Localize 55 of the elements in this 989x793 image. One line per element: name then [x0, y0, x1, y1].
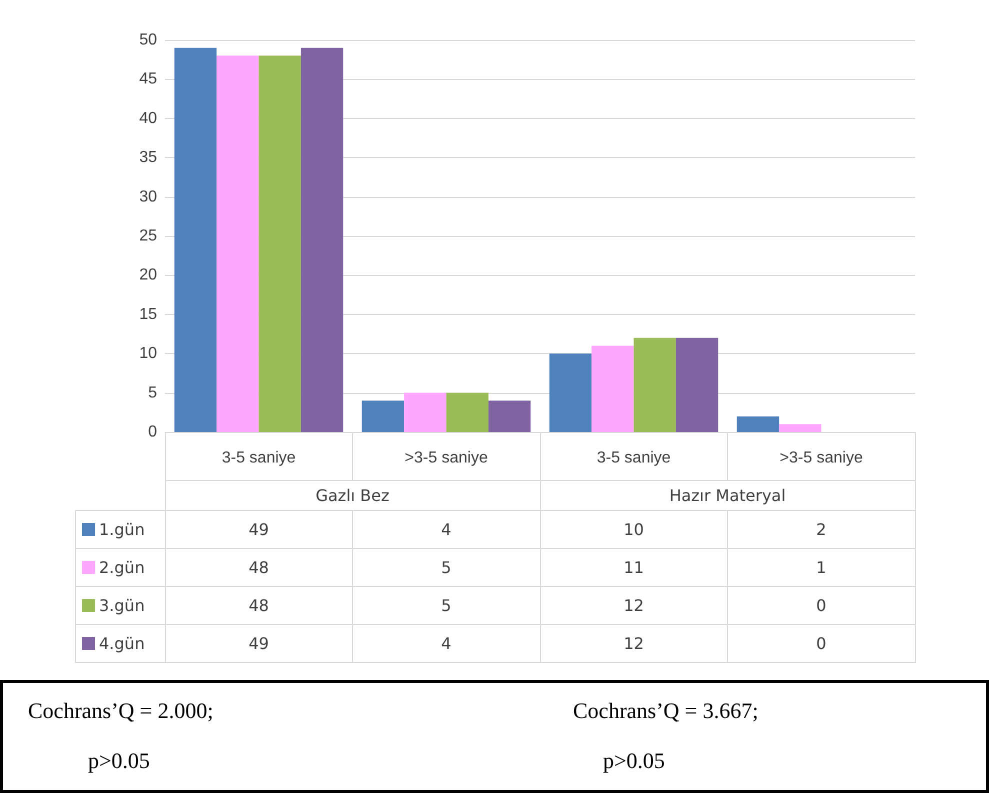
bar	[549, 354, 592, 432]
data-label: 0	[728, 586, 915, 624]
data-label: 5	[352, 548, 540, 586]
text: Hazır Materyal	[540, 480, 915, 510]
y-tick-label: 45	[139, 70, 158, 88]
y-tick-label: 25	[139, 228, 158, 244]
y-tick-label: 20	[139, 266, 158, 284]
legend-label: 2.gün	[76, 548, 165, 586]
data-label: 2	[728, 510, 915, 548]
text: Cochrans’Q = 2.000;	[28, 698, 214, 724]
bar	[258, 56, 301, 432]
bar	[404, 392, 446, 432]
data-label: 12	[540, 624, 728, 662]
data-label: 12	[540, 586, 728, 624]
data-label: 5	[352, 586, 540, 624]
bar	[216, 56, 259, 432]
bar	[592, 346, 634, 432]
data-label: 4	[352, 510, 540, 548]
y-tick-label: 15	[139, 306, 158, 323]
data-label: 1	[728, 548, 915, 586]
data-label: 4	[352, 624, 540, 662]
text: p>0.05	[603, 748, 665, 774]
bar	[446, 392, 488, 432]
y-tick-label: 5	[148, 384, 158, 402]
text: Gazlı Bez	[165, 480, 540, 510]
y-tick-label: 40	[139, 110, 158, 127]
bar	[362, 400, 404, 432]
bar	[174, 48, 217, 432]
y-tick-label: 35	[139, 149, 158, 166]
data-label: 0	[728, 624, 915, 662]
x-tick-label: >3-5 saniye	[780, 450, 863, 466]
y-tick-label: 30	[139, 188, 158, 206]
text: Cochrans’Q = 3.667;	[573, 698, 758, 724]
legend-label: 3.gün	[76, 586, 165, 624]
x-tick-label: >3-5 saniye	[404, 450, 488, 466]
legend-label: 4.gün	[76, 624, 165, 662]
x-tick-label: 3-5 saniye	[596, 450, 671, 466]
bar	[634, 338, 676, 432]
data-label: 49	[165, 624, 352, 662]
bar	[488, 400, 531, 432]
legend-label: 1.gün	[76, 510, 165, 548]
y-tick-label: 50	[139, 32, 158, 48]
data-label: 49	[165, 510, 352, 548]
x-tick-label: 3-5 saniye	[222, 450, 296, 466]
y-tick-label: 0	[148, 424, 158, 440]
bar	[676, 338, 718, 432]
bar	[779, 424, 822, 432]
text: p>0.05	[88, 748, 150, 774]
bar	[736, 416, 780, 432]
data-label: 48	[165, 586, 352, 624]
bar	[300, 48, 344, 432]
data-label: 48	[165, 548, 352, 586]
y-tick-label: 10	[139, 345, 158, 362]
data-label: 10	[540, 510, 728, 548]
data-label: 11	[540, 548, 728, 586]
